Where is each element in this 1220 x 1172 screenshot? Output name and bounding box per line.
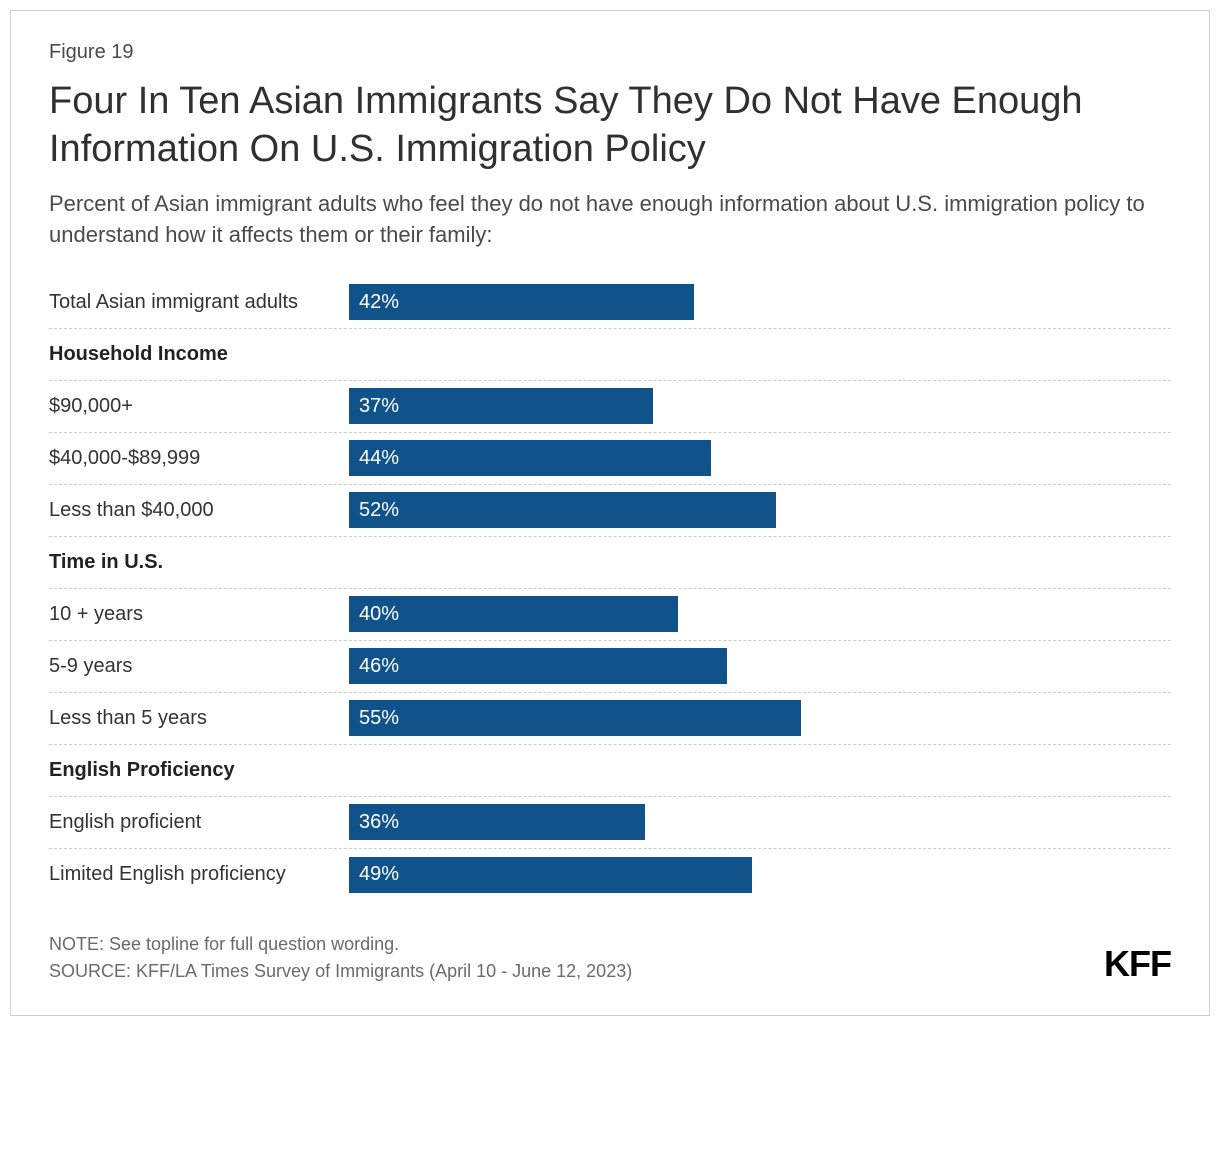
group-header-label: English Proficiency <box>49 759 349 782</box>
bar: 40% <box>349 596 678 632</box>
bar-value: 52% <box>359 499 399 522</box>
row-label: English proficient <box>49 811 349 834</box>
bar: 36% <box>349 804 645 840</box>
group-header-row: Time in U.S. <box>49 537 1171 589</box>
bar: 37% <box>349 388 653 424</box>
row-label: $90,000+ <box>49 395 349 418</box>
bar: 49% <box>349 857 752 893</box>
figure-label: Figure 19 <box>49 41 1171 64</box>
bar-value: 46% <box>359 655 399 678</box>
bar-row: English proficient 36% <box>49 797 1171 849</box>
bar-value: 42% <box>359 291 399 314</box>
group-header-row: English Proficiency <box>49 745 1171 797</box>
bar-value: 55% <box>359 707 399 730</box>
bar-value: 44% <box>359 447 399 470</box>
bar-track: 40% <box>349 596 1171 632</box>
group-header-label: Household Income <box>49 343 349 366</box>
footer-note: NOTE: See topline for full question word… <box>49 931 632 958</box>
bar-row: Less than $40,000 52% <box>49 485 1171 537</box>
figure-container: Figure 19 Four In Ten Asian Immigrants S… <box>10 10 1210 1016</box>
bar-track: 42% <box>349 284 1171 320</box>
figure-title: Four In Ten Asian Immigrants Say They Do… <box>49 78 1171 173</box>
group-header-label: Time in U.S. <box>49 551 349 574</box>
kff-logo: KFF <box>1104 943 1171 985</box>
footer-source: SOURCE: KFF/LA Times Survey of Immigrant… <box>49 958 632 985</box>
bar-chart: Total Asian immigrant adults 42% Household… <box>49 277 1171 901</box>
row-label: 10 + years <box>49 603 349 626</box>
bar: 42% <box>349 284 694 320</box>
bar-row: Less than 5 years 55% <box>49 693 1171 745</box>
bar: 52% <box>349 492 776 528</box>
bar: 55% <box>349 700 801 736</box>
bar-track <box>349 336 1171 372</box>
bar-value: 37% <box>359 395 399 418</box>
figure-subtitle: Percent of Asian immigrant adults who fe… <box>49 189 1171 251</box>
row-label: Total Asian immigrant adults <box>49 291 349 314</box>
bar-track: 49% <box>349 857 1171 893</box>
bar-track: 55% <box>349 700 1171 736</box>
bar-row: 5-9 years 46% <box>49 641 1171 693</box>
bar: 46% <box>349 648 727 684</box>
figure-footer: NOTE: See topline for full question word… <box>49 931 1171 985</box>
footer-text: NOTE: See topline for full question word… <box>49 931 632 985</box>
row-label: Less than 5 years <box>49 707 349 730</box>
row-label: Less than $40,000 <box>49 499 349 522</box>
bar: 44% <box>349 440 711 476</box>
bar-track: 36% <box>349 804 1171 840</box>
bar-track <box>349 752 1171 788</box>
bar-row: $90,000+ 37% <box>49 381 1171 433</box>
bar-track <box>349 544 1171 580</box>
bar-track: 37% <box>349 388 1171 424</box>
row-label: 5-9 years <box>49 655 349 678</box>
bar-value: 40% <box>359 603 399 626</box>
bar-track: 44% <box>349 440 1171 476</box>
bar-value: 36% <box>359 811 399 834</box>
bar-track: 52% <box>349 492 1171 528</box>
bar-value: 49% <box>359 863 399 886</box>
row-label: Limited English proficiency <box>49 863 349 886</box>
bar-row: 10 + years 40% <box>49 589 1171 641</box>
bar-row: Total Asian immigrant adults 42% <box>49 277 1171 329</box>
bar-track: 46% <box>349 648 1171 684</box>
group-header-row: Household Income <box>49 329 1171 381</box>
bar-row: Limited English proficiency 49% <box>49 849 1171 901</box>
row-label: $40,000-$89,999 <box>49 447 349 470</box>
bar-row: $40,000-$89,999 44% <box>49 433 1171 485</box>
